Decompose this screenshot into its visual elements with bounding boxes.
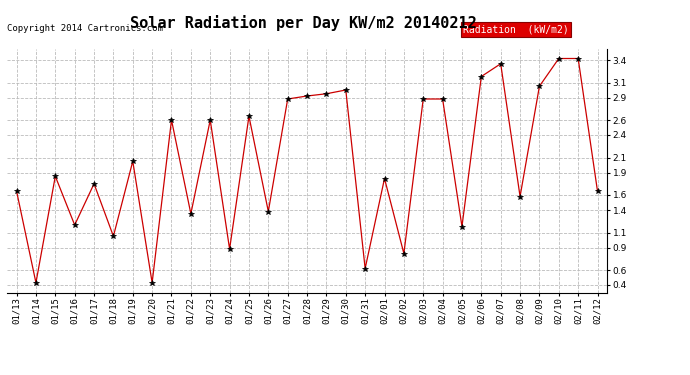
Text: Radiation  (kW/m2): Radiation (kW/m2): [463, 24, 569, 34]
Text: Solar Radiation per Day KW/m2 20140212: Solar Radiation per Day KW/m2 20140212: [130, 15, 477, 31]
Text: Copyright 2014 Cartronics.com: Copyright 2014 Cartronics.com: [7, 24, 163, 33]
